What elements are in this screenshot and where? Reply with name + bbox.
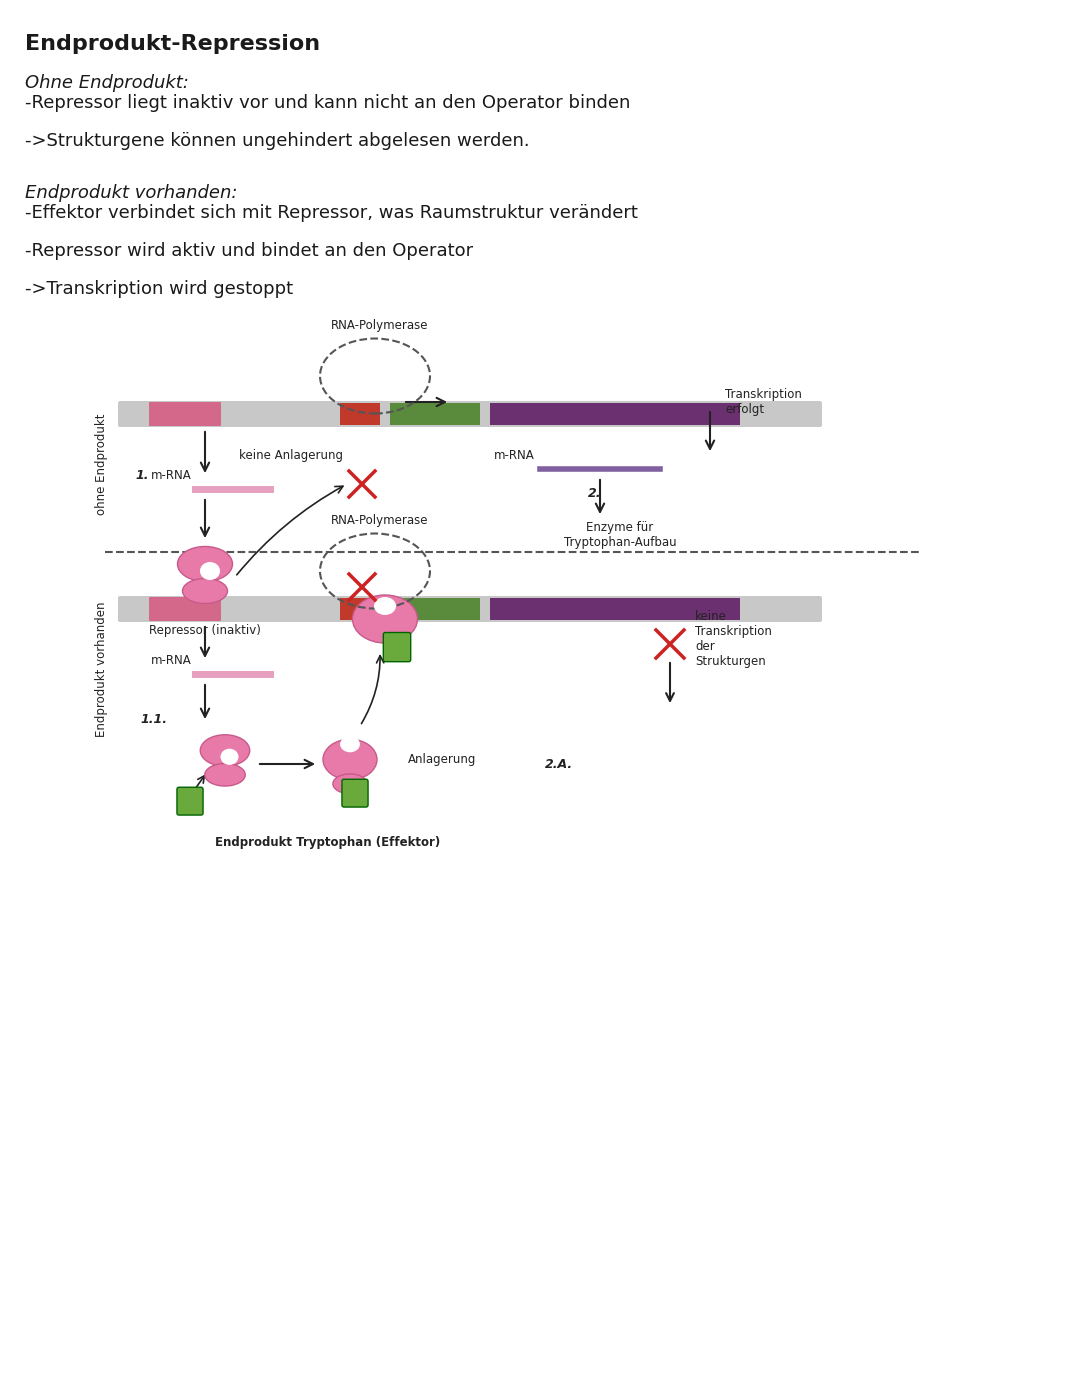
Text: m-RNA: m-RNA [151, 654, 192, 666]
Text: Endprodukt-Repression: Endprodukt-Repression [25, 33, 320, 54]
Ellipse shape [183, 579, 228, 604]
Text: -Repressor liegt inaktiv vor und kann nicht an den Operator binden: -Repressor liegt inaktiv vor und kann ni… [25, 93, 631, 112]
Text: 2.: 2. [589, 487, 602, 500]
Text: Transkription
erfolgt: Transkription erfolgt [725, 388, 801, 415]
Ellipse shape [200, 735, 249, 767]
Text: Endprodukt vorhanden: Endprodukt vorhanden [95, 601, 108, 737]
Bar [340, 403, 380, 425]
Ellipse shape [340, 736, 360, 753]
Ellipse shape [323, 739, 377, 779]
Text: m-RNA: m-RNA [151, 468, 192, 482]
FancyBboxPatch shape [118, 401, 822, 427]
FancyBboxPatch shape [383, 633, 410, 662]
Bar [390, 403, 480, 425]
FancyBboxPatch shape [177, 788, 203, 815]
Ellipse shape [205, 764, 245, 786]
Text: Ohne Endprodukt:: Ohne Endprodukt: [25, 74, 189, 92]
Text: keine
Transkription
der
Strukturgen: keine Transkription der Strukturgen [696, 611, 772, 668]
Text: Endprodukt vorhanden:: Endprodukt vorhanden: [25, 184, 238, 202]
Ellipse shape [333, 774, 367, 793]
Text: 2.A.: 2.A. [545, 757, 573, 771]
Text: m-RNA: m-RNA [495, 449, 535, 461]
Ellipse shape [352, 595, 418, 643]
Text: RNA-Polymerase: RNA-Polymerase [332, 514, 429, 527]
Text: -Repressor wird aktiv und bindet an den Operator: -Repressor wird aktiv und bindet an den … [25, 243, 473, 261]
FancyBboxPatch shape [118, 597, 822, 622]
FancyBboxPatch shape [149, 597, 221, 620]
Text: Endprodukt Tryptophan (Effektor): Endprodukt Tryptophan (Effektor) [215, 836, 441, 849]
Bar [340, 598, 380, 620]
Bar [390, 598, 480, 620]
Text: keine Anlagerung: keine Anlagerung [239, 449, 343, 461]
Text: Anlagerung: Anlagerung [408, 753, 476, 765]
Ellipse shape [220, 749, 239, 765]
Text: Enzyme für
Tryptophan-Aufbau: Enzyme für Tryptophan-Aufbau [564, 521, 676, 549]
FancyBboxPatch shape [149, 401, 221, 427]
Ellipse shape [177, 546, 232, 581]
Bar [490, 598, 740, 620]
Text: -Effektor verbindet sich mit Repressor, was Raumstruktur verändert: -Effektor verbindet sich mit Repressor, … [25, 204, 638, 222]
Text: ->Strukturgene können ungehindert abgelesen werden.: ->Strukturgene können ungehindert abgele… [25, 132, 529, 151]
Text: 1.: 1. [135, 468, 149, 482]
Text: 1.1.: 1.1. [140, 712, 167, 726]
Ellipse shape [200, 562, 220, 580]
Text: ohne Endprodukt: ohne Endprodukt [95, 413, 108, 514]
Text: ->Transkription wird gestoppt: ->Transkription wird gestoppt [25, 280, 293, 298]
Text: Repressor (inaktiv): Repressor (inaktiv) [149, 625, 261, 637]
Ellipse shape [374, 597, 396, 615]
Bar [490, 403, 740, 425]
FancyBboxPatch shape [342, 779, 368, 807]
Text: RNA-Polymerase: RNA-Polymerase [332, 319, 429, 332]
